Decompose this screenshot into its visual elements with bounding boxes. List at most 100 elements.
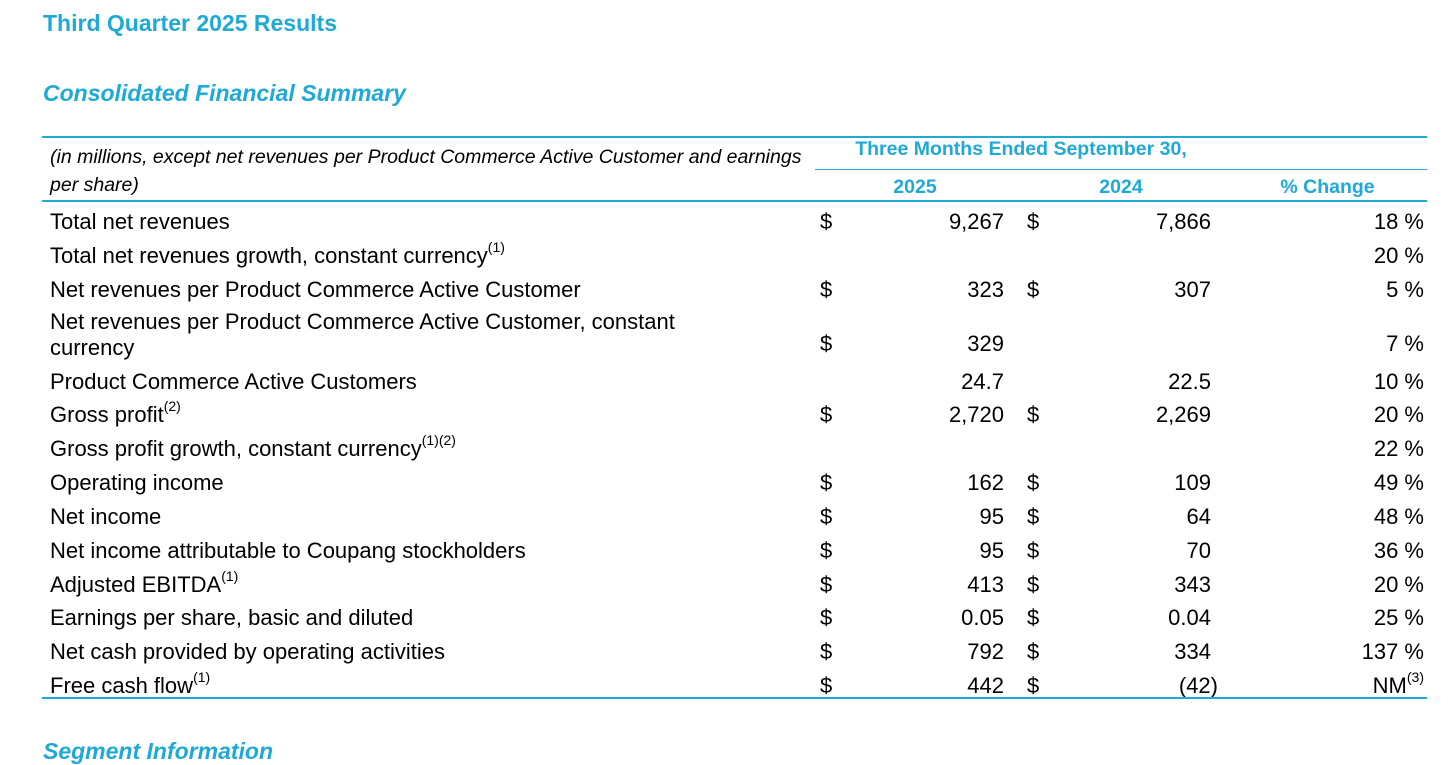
value-2024: (42) [1178,673,1218,698]
value-2024: 334 [1174,639,1211,664]
percent-change-value: 48 % [1373,504,1424,529]
percent-change-value: 49 % [1373,470,1424,495]
row-label: Net revenues per Product Commerce Active… [50,309,750,361]
units-note: (in millions, except net revenues per Pr… [50,146,802,196]
percent-change-value: 36 % [1373,538,1424,563]
value-2025: 2,720 [948,402,1004,427]
currency-symbol-2024: $ [1027,277,1040,302]
percent-change-value: 5 % [1386,277,1424,302]
percent-change-value: 18 % [1373,209,1424,234]
percent-change: 137 % [1362,639,1424,665]
col-header-change: % Change [1280,176,1375,198]
footnote-marker: (1) [193,668,211,685]
currency-symbol-2024: $ [1027,673,1040,698]
currency-symbol-2024: $ [1027,572,1040,597]
currency-symbol-2025: $ [820,470,833,495]
percent-change: 7 % [1386,331,1424,357]
percent-change: 22 % [1374,436,1424,462]
col-header-2025: 2025 [893,176,937,198]
row-label: Total net revenues growth, constant curr… [50,240,750,269]
value-2024: 22.5 [1168,369,1211,394]
row-label: Net cash provided by operating activitie… [50,639,750,665]
row-label-text: Net income attributable to Coupang stock… [50,538,526,563]
currency-symbol-2025: $ [820,209,833,234]
row-label-text: Product Commerce Active Customers [50,369,417,394]
value-2025: 0.05 [961,605,1004,630]
currency-symbol-2025: $ [820,504,833,529]
value-2024: 70 [1186,538,1211,563]
row-label-text: Net income [50,504,162,529]
table-top-rule [42,136,1427,138]
percent-change: 48 % [1374,504,1424,530]
footnote-marker: (1) [221,567,239,584]
row-label-text: Adjusted EBITDA [50,572,222,597]
period-rule [815,169,1427,170]
row-label-text: Gross profit [50,402,164,427]
currency-symbol-2024: $ [1027,470,1040,495]
row-label-text: Operating income [50,470,224,495]
currency-symbol-2024: $ [1027,402,1040,427]
period-header: Three Months Ended September 30, [855,138,1187,160]
value-2025: 329 [967,331,1004,356]
percent-change-value: NM [1372,673,1407,698]
currency-symbol-2025: $ [820,673,833,698]
percent-change-value: 137 % [1361,639,1424,664]
value-2024: 0.04 [1168,605,1211,630]
value-2024: 109 [1174,470,1211,495]
row-label: Gross profit(2) [50,399,750,428]
value-2025: 95 [979,504,1004,529]
row-label: Net revenues per Product Commerce Active… [50,277,750,303]
section-title: Consolidated Financial Summary [43,80,406,106]
value-2024: 343 [1174,572,1211,597]
row-label: Product Commerce Active Customers [50,369,750,395]
row-label-text: Net cash provided by operating activitie… [50,639,445,664]
row-label-text: Gross profit growth, constant currency [50,436,422,461]
row-label-text: Total net revenues growth, constant curr… [50,243,488,268]
percent-change-value: 10 % [1373,369,1424,394]
table-bottom-rule [42,697,1427,699]
currency-symbol-2024: $ [1027,504,1040,529]
row-label: Operating income [50,470,750,496]
currency-symbol-2025: $ [820,538,833,563]
percent-change: 20 % [1374,572,1424,598]
percent-change: 20 % [1374,402,1424,428]
currency-symbol-2025: $ [820,331,833,356]
header-bottom-rule [42,200,1427,202]
value-2025: 792 [967,639,1004,664]
value-2024: 64 [1186,504,1211,529]
value-2025: 9,267 [948,209,1004,234]
percent-change-value: 20 % [1373,572,1424,597]
value-2025: 24.7 [961,369,1004,394]
currency-symbol-2025: $ [820,605,833,630]
currency-symbol-2025: $ [820,639,833,664]
currency-symbol-2024: $ [1027,639,1040,664]
percent-change-value: 7 % [1386,331,1424,356]
value-2025: 95 [979,538,1004,563]
footnote-marker: (2) [163,397,181,414]
percent-change: 36 % [1374,538,1424,564]
row-label: Free cash flow(1) [50,670,750,699]
row-label-text: Total net revenues [50,209,230,234]
percent-change-value: 22 % [1373,436,1424,461]
col-header-2024: 2024 [1099,176,1143,198]
currency-symbol-2024: $ [1027,209,1040,234]
value-2025: 162 [967,470,1004,495]
row-label-text: Net revenues per Product Commerce Active… [50,309,675,360]
footnote-marker: (3) [1406,668,1424,685]
row-label: Earnings per share, basic and diluted [50,605,750,631]
percent-change: 25 % [1374,605,1424,631]
footnote-marker: (1)(2) [421,431,456,448]
currency-symbol-2025: $ [820,572,833,597]
percent-change-value: 20 % [1373,402,1424,427]
percent-change: 10 % [1374,369,1424,395]
value-2025: 442 [967,673,1004,698]
row-label: Gross profit growth, constant currency(1… [50,433,750,462]
percent-change-value: 20 % [1373,243,1424,268]
row-label-text: Earnings per share, basic and diluted [50,605,414,630]
percent-change: 5 % [1386,277,1424,303]
value-2025: 323 [967,277,1004,302]
value-2024: 7,866 [1155,209,1211,234]
percent-change: 20 % [1374,243,1424,269]
row-label: Adjusted EBITDA(1) [50,569,750,598]
value-2025: 413 [967,572,1004,597]
